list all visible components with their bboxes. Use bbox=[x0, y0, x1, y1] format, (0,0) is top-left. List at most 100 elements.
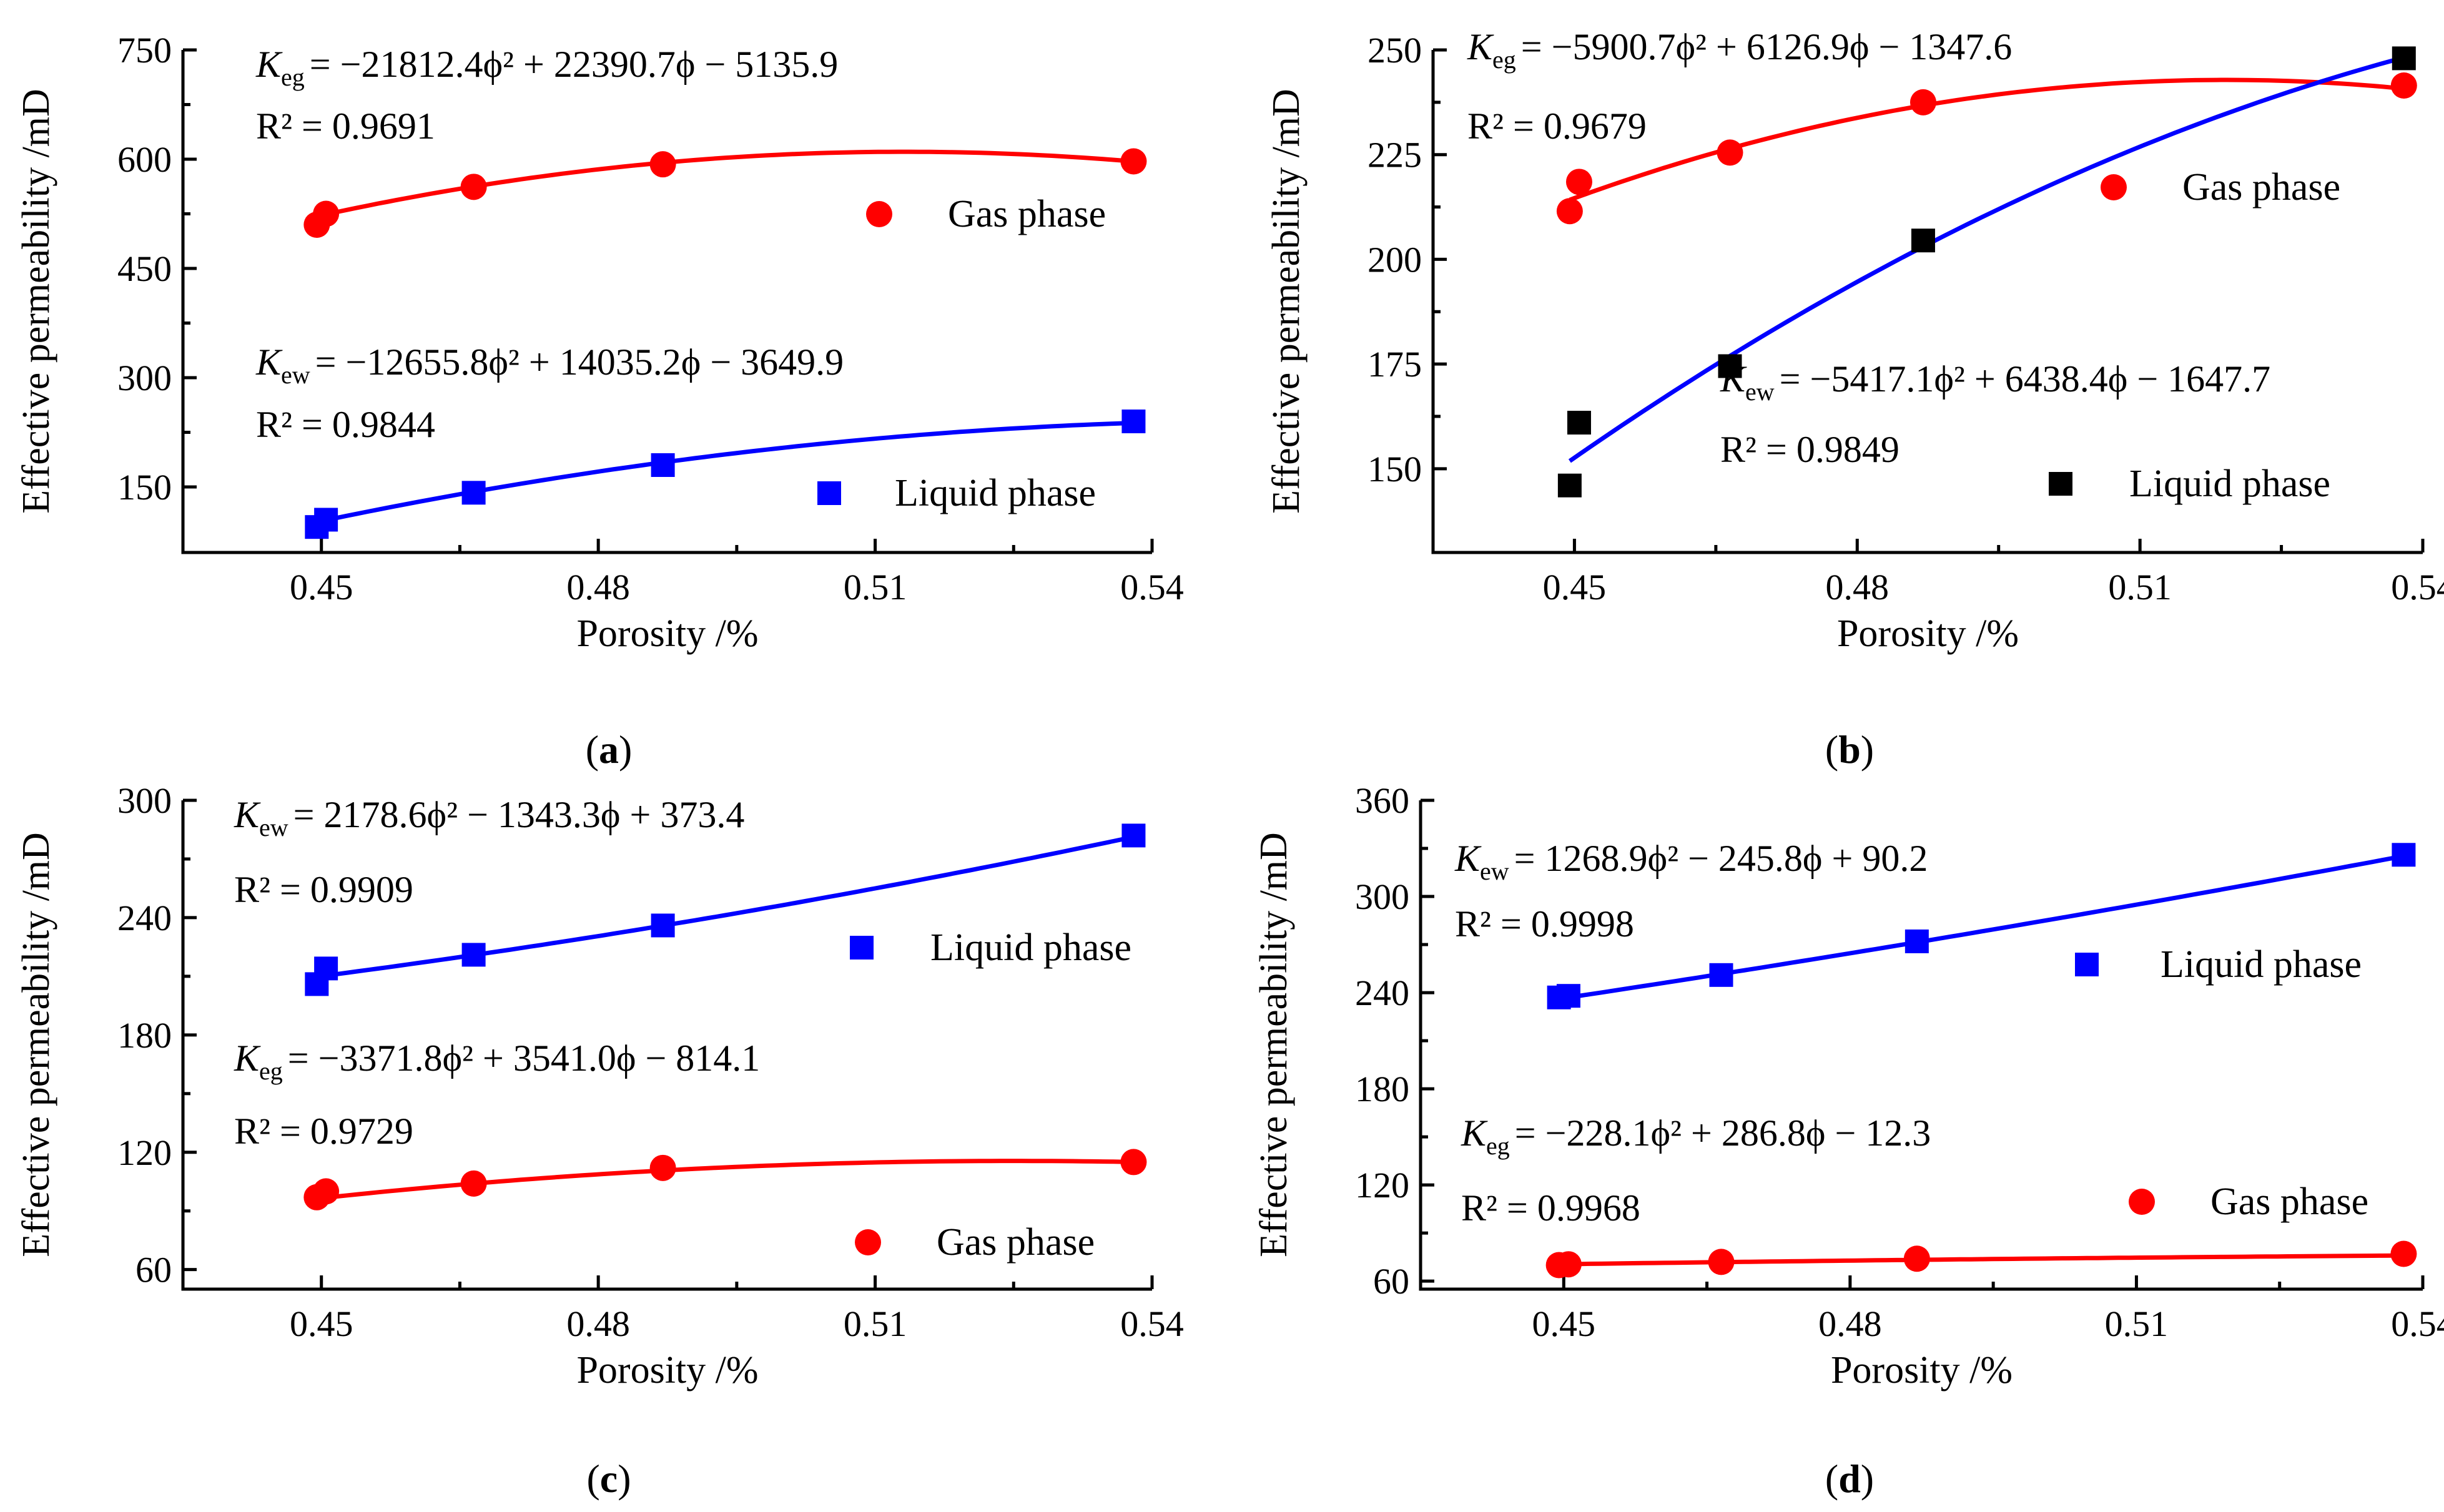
y-axis-title: Effective permeability /mD bbox=[15, 89, 57, 514]
fit-curve-liquid-phase bbox=[1568, 55, 2405, 463]
panel-caption: (d) bbox=[1825, 1456, 1874, 1501]
data-point-liquid bbox=[1567, 411, 1591, 435]
data-point-gas bbox=[1556, 198, 1583, 225]
data-point-gas bbox=[460, 1170, 487, 1197]
bottom-equation-symbol: K bbox=[234, 1038, 261, 1079]
data-point-gas bbox=[313, 200, 340, 227]
panel-c: 0.45 0.48 0.51 0.54 60 120 180 240 300 Porosity /… bbox=[15, 780, 1184, 1501]
legend-marker-gas bbox=[2101, 174, 2127, 200]
data-point-liquid bbox=[314, 956, 338, 981]
caption-paren-open: ( bbox=[1825, 1456, 1838, 1501]
top-equation-symbol: K bbox=[1467, 26, 1494, 67]
data-point-gas bbox=[2390, 1240, 2417, 1267]
x-axis-title: Porosity /% bbox=[1837, 612, 2019, 655]
legend-label: Gas phase bbox=[2182, 166, 2340, 209]
data-point-liquid bbox=[651, 453, 675, 477]
caption-letter: c bbox=[600, 1456, 618, 1501]
data-point-liquid bbox=[1557, 473, 1582, 498]
top-equation: Kew = 2178.6ϕ² − 1343.3ϕ + 373.4 bbox=[234, 794, 744, 842]
legend-marker-gas bbox=[866, 201, 892, 227]
bottom-r-squared: R² = 0.9968 bbox=[1461, 1187, 1640, 1229]
data-point-liquid bbox=[1709, 963, 1733, 987]
caption-paren-close: ) bbox=[1861, 727, 1874, 772]
data-point-gas bbox=[1120, 148, 1147, 175]
bottom-equation-subscript: eg bbox=[259, 1057, 283, 1085]
top-equation-rhs: = −5900.7ϕ² + 6126.9ϕ − 1347.6 bbox=[1521, 26, 2013, 67]
y-tick-label: 750 bbox=[117, 30, 172, 71]
fit-curve-gas-phase bbox=[316, 1159, 1134, 1201]
data-point-liquid bbox=[314, 508, 338, 532]
data-point-liquid bbox=[2392, 843, 2416, 867]
legend-label: Gas phase bbox=[2210, 1181, 2368, 1223]
legend-marker-liquid bbox=[817, 481, 841, 505]
panel-c-axes bbox=[181, 800, 1152, 1291]
y-axis-title: Effective permeability /mD bbox=[1253, 832, 1295, 1257]
panel-d: 0.45 0.48 0.51 0.54 60 120 180 240 300 360 Porosit… bbox=[1253, 780, 2444, 1501]
data-point-gas bbox=[460, 174, 487, 200]
top-equation-rhs: = 1268.9ϕ² − 245.8ϕ + 90.2 bbox=[1514, 838, 1928, 879]
y-tick-label: 180 bbox=[117, 1015, 172, 1056]
legend-marker-liquid bbox=[2075, 953, 2099, 976]
fit-curve-gas-phase bbox=[316, 149, 1134, 219]
panel-b-axes bbox=[1431, 50, 2423, 554]
caption-paren-open: ( bbox=[586, 727, 599, 772]
bottom-equation: Kew = −12655.8ϕ² + 14035.2ϕ − 3649.9 bbox=[255, 341, 844, 389]
x-tick-label: 0.45 bbox=[1543, 567, 1607, 607]
x-tick-label: 0.51 bbox=[844, 567, 907, 607]
top-r-squared: R² = 0.9998 bbox=[1455, 903, 1634, 945]
data-point-gas bbox=[649, 1154, 676, 1181]
top-equation-symbol: K bbox=[234, 794, 261, 835]
top-equation-rhs: = −21812.4ϕ² + 22390.7ϕ − 5135.9 bbox=[310, 44, 839, 85]
panel-caption: (a) bbox=[586, 727, 633, 772]
data-point-gas bbox=[1708, 1249, 1735, 1275]
data-point-gas bbox=[1565, 169, 1592, 195]
x-tick-label: 0.54 bbox=[1120, 567, 1184, 607]
data-point-gas bbox=[1903, 1245, 1930, 1272]
x-tick-label: 0.51 bbox=[844, 1303, 907, 1344]
bottom-equation-rhs: = −12655.8ϕ² + 14035.2ϕ − 3649.9 bbox=[315, 341, 844, 383]
x-tick-label: 0.54 bbox=[1120, 1303, 1184, 1344]
x-tick-label: 0.45 bbox=[290, 1303, 353, 1344]
data-point-liquid bbox=[1121, 410, 1146, 433]
data-point-liquid bbox=[1904, 929, 1929, 953]
bottom-equation-symbol: K bbox=[1461, 1112, 1488, 1154]
caption-paren-close: ) bbox=[618, 1456, 631, 1501]
y-tick-label: 60 bbox=[136, 1250, 172, 1290]
fit-curve-liquid-phase bbox=[1559, 853, 2405, 1001]
x-tick-label: 0.54 bbox=[2391, 567, 2444, 607]
y-tick-label: 225 bbox=[1367, 135, 1422, 175]
x-axis-title: Porosity /% bbox=[1831, 1349, 2013, 1392]
legend-marker-liquid bbox=[2049, 472, 2072, 496]
x-tick-label: 0.48 bbox=[566, 1303, 630, 1344]
top-equation: Keg = −21812.4ϕ² + 22390.7ϕ − 5135.9 bbox=[255, 44, 838, 91]
y-tick-label: 120 bbox=[117, 1132, 172, 1173]
data-point-liquid bbox=[461, 481, 486, 505]
y-tick-label: 175 bbox=[1367, 344, 1422, 385]
x-tick-label: 0.48 bbox=[1826, 567, 1890, 607]
data-point-gas bbox=[649, 151, 676, 178]
top-equation-subscript: ew bbox=[259, 813, 288, 842]
y-tick-label: 240 bbox=[1355, 973, 1409, 1013]
panel-a: 0.45 0.48 0.51 0.54 150 300 450 600 750 Porosity … bbox=[15, 30, 1184, 772]
legend-label: Gas phase bbox=[948, 193, 1106, 235]
legend-label: Liquid phase bbox=[895, 472, 1096, 514]
y-tick-label: 300 bbox=[1355, 876, 1409, 917]
top-equation-subscript: ew bbox=[1480, 857, 1509, 885]
data-point-gas bbox=[1555, 1251, 1582, 1278]
y-tick-label: 300 bbox=[117, 358, 172, 398]
data-point-liquid bbox=[461, 943, 486, 967]
legend-label: Gas phase bbox=[937, 1221, 1095, 1264]
data-point-gas bbox=[1717, 139, 1743, 166]
x-tick-label: 0.51 bbox=[2105, 1303, 2169, 1344]
bottom-equation: Kew = −5417.1ϕ² + 6438.4ϕ − 1647.7 bbox=[1720, 358, 2270, 406]
y-tick-label: 150 bbox=[117, 467, 172, 508]
x-tick-label: 0.54 bbox=[2391, 1303, 2444, 1344]
data-point-liquid bbox=[651, 913, 675, 938]
panel-caption: (b) bbox=[1825, 727, 1874, 772]
top-equation-symbol: K bbox=[1454, 838, 1482, 879]
top-equation-subscript: eg bbox=[1492, 46, 1516, 74]
bottom-r-squared: R² = 0.9729 bbox=[234, 1111, 413, 1152]
data-point-gas bbox=[2390, 72, 2417, 99]
bottom-equation: Keg = −3371.8ϕ² + 3541.0ϕ − 814.1 bbox=[234, 1038, 760, 1085]
caption-paren-open: ( bbox=[586, 1456, 599, 1501]
